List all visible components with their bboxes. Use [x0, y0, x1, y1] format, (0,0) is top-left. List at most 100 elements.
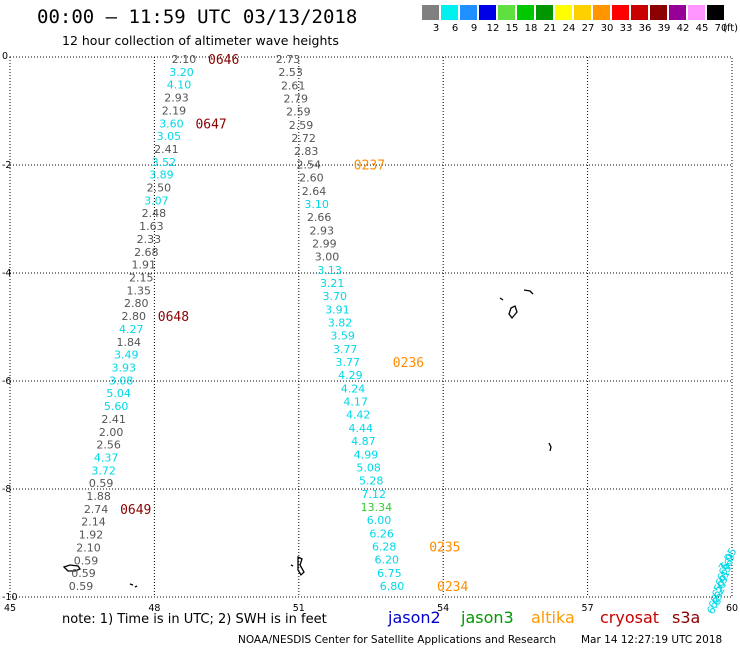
track2-value-14: 2.93: [310, 224, 335, 237]
legend-swatch-10: [593, 5, 610, 20]
legend-swatch-15: [688, 5, 705, 20]
track1-value-38: 1.92: [79, 529, 104, 542]
track1-time-0647: 0647: [195, 117, 226, 132]
track2-value-29: 4.44: [349, 422, 374, 435]
track2-value-38: 6.28: [372, 540, 397, 553]
track2-value-13: 2.66: [307, 211, 332, 224]
credit-text: NOAA/NESDIS Center for Satellite Applica…: [238, 634, 556, 646]
legend-swatch-13: [650, 5, 667, 20]
legend-swatch-14: [669, 5, 686, 20]
island-ne-c: [508, 305, 518, 320]
island-ne-a: [523, 289, 534, 295]
track1-value-17: 1.91: [132, 259, 157, 272]
track1-value-1: 2.10: [172, 53, 197, 66]
track1-value-42: 0.59: [69, 580, 94, 593]
track2-value-18: 3.21: [320, 277, 345, 290]
track1-value-11: 2.50: [147, 182, 172, 195]
legend-swatch-12: [631, 5, 648, 20]
track2-value-39: 6.20: [375, 554, 400, 567]
track1-value-39: 2.10: [76, 541, 101, 554]
legend-label-14: 42: [676, 23, 690, 34]
legend-label-15: 45: [695, 23, 709, 34]
track1-value-30: 2.00: [99, 426, 124, 439]
track2-time-0237: 0237: [354, 158, 385, 173]
track2-value-33: 5.28: [359, 475, 384, 488]
legend-label-6: 18: [524, 23, 538, 34]
track2-value-3: 2.61: [281, 79, 306, 92]
track1-value-21: 2.80: [122, 310, 147, 323]
track2-value-24: 3.77: [336, 356, 361, 369]
mission-jason3: jason3: [461, 608, 514, 627]
map-frame: [9, 56, 733, 598]
track2-value-16: 3.00: [315, 251, 340, 264]
track1-value-3: 4.10: [167, 79, 192, 92]
legend-swatch-11: [612, 5, 629, 20]
track1-value-15: 2.33: [137, 233, 162, 246]
track2-time-0235: 0235: [429, 540, 460, 555]
x-tick-45: 45: [4, 603, 16, 614]
legend-label-8: 24: [562, 23, 576, 34]
x-tick-54: 54: [437, 603, 449, 614]
track1-value-6: 3.60: [159, 117, 184, 130]
track1-value-5: 2.19: [162, 104, 187, 117]
track1-value-32: 4.37: [94, 451, 119, 464]
legend-label-3: 9: [470, 23, 478, 34]
track1-value-23: 1.84: [116, 336, 141, 349]
track2-time-0236: 0236: [393, 356, 424, 371]
track1-time-0648: 0648: [158, 310, 189, 325]
track2-value-34: 7.12: [362, 488, 387, 501]
land-outlines: [62, 289, 552, 588]
track2-value-12: 3.10: [304, 198, 329, 211]
track2-value-28: 4.42: [346, 409, 371, 422]
track1-value-13: 2.48: [142, 207, 167, 220]
track2-value-6: 2.59: [289, 119, 314, 132]
track1-value-35: 1.88: [86, 490, 111, 503]
track2-value-1: 2.73: [276, 53, 301, 66]
legend-swatch-6: [517, 5, 534, 20]
x-tick-48: 48: [148, 603, 160, 614]
generated-timestamp: Mar 14 12:27:19 UTC 2018: [581, 634, 723, 646]
legend-label-2: 6: [451, 23, 459, 34]
track2-value-4: 2.79: [284, 93, 309, 106]
legend-label-5: 15: [505, 23, 519, 34]
legend-swatch-3: [460, 5, 477, 20]
y-tick-0: 0: [2, 51, 8, 62]
track2-value-17: 3.13: [317, 264, 342, 277]
island-east: [548, 442, 552, 452]
x-tick-60: 60: [726, 603, 738, 614]
track2-value-36: 6.00: [367, 514, 392, 527]
track1-value-27: 5.04: [106, 387, 131, 400]
track1-value-12: 3.07: [144, 194, 169, 207]
track1-value-24: 3.49: [114, 349, 139, 362]
track2-value-15: 2.99: [312, 237, 337, 250]
track1-value-4: 2.93: [164, 92, 189, 105]
x-tick-57: 57: [582, 603, 594, 614]
legend-label-4: 12: [486, 23, 500, 34]
track2-value-25: 4.29: [338, 369, 363, 382]
legend-label-16: 70: [714, 23, 728, 34]
track1-value-37: 2.14: [81, 516, 106, 529]
map-axes: 45 48 51 54 57 60 0 -2 -4 -6 -8 -10: [2, 51, 738, 614]
track2-time-0234: 0234: [437, 580, 468, 595]
track1-value-36: 2.74: [84, 503, 109, 516]
island-left-east: [129, 583, 138, 588]
y-tick--8: -8: [2, 484, 11, 495]
track2-value-27: 4.17: [343, 396, 368, 409]
mission-s3a: s3a: [672, 608, 701, 627]
footer-note: note: 1) Time is in UTC; 2) SWH is in fe…: [62, 612, 327, 627]
y-tick--4: -4: [2, 268, 11, 279]
track2-value-19: 3.70: [323, 290, 348, 303]
track1-value-28: 5.60: [104, 400, 129, 413]
track2-value-41: 6.80: [380, 580, 405, 593]
track2-value-9: 2.54: [297, 158, 322, 171]
legend-swatch-8: [555, 5, 572, 20]
x-tick-51: 51: [293, 603, 305, 614]
mission-cryosat: cryosat: [600, 608, 660, 627]
track1-value-29: 2.41: [101, 413, 126, 426]
track2-value-22: 3.59: [330, 330, 355, 343]
track1-time-0649: 0649: [120, 503, 151, 518]
track1-value-25: 3.93: [111, 361, 136, 374]
island-left-west: [62, 564, 81, 572]
track1-value-41: 0.59: [71, 567, 96, 580]
